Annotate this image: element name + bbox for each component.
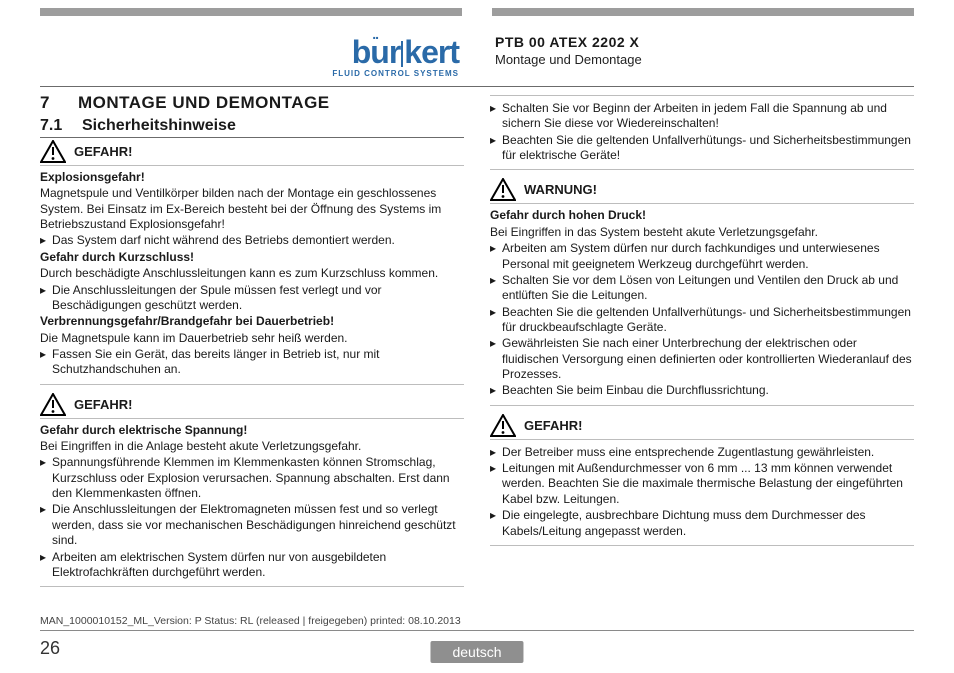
document-code: PTB 00 ATEX 2202 X xyxy=(495,34,914,50)
warning-block-pressure: Gefahr durch hohen Druck! Bei Eingriffen… xyxy=(490,203,914,405)
warnung-label: WARNUNG! xyxy=(490,178,914,201)
list-item: ▸Die Anschlussleitungen der Spule müssen… xyxy=(40,283,464,314)
arrow-icon: ▸ xyxy=(490,241,496,272)
list-item: ▸Arbeiten am System dürfen nur durch fac… xyxy=(490,241,914,272)
subsection-number: 7.1 xyxy=(40,117,62,135)
gefahr-text: GEFAHR! xyxy=(524,418,583,433)
danger-block-cont: ▸Schalten Sie vor Beginn der Arbeiten in… xyxy=(490,95,914,170)
arrow-icon: ▸ xyxy=(490,273,496,304)
text: Die Magnetspule kann im Dauerbetrieb seh… xyxy=(40,331,464,346)
list-item: ▸Die Anschlussleitungen der Elektromagne… xyxy=(40,502,464,548)
text: Bei Eingriffen in die Anlage besteht aku… xyxy=(40,439,464,454)
document-section: Montage und Demontage xyxy=(495,52,914,67)
arrow-icon: ▸ xyxy=(490,133,496,164)
arrow-icon: ▸ xyxy=(490,445,496,460)
heading-explosion: Explosionsgefahr! xyxy=(40,170,464,185)
right-column: ▸Schalten Sie vor Beginn der Arbeiten in… xyxy=(490,93,914,587)
gefahr-label-2: GEFAHR! xyxy=(40,393,464,416)
heading-pressure: Gefahr durch hohen Druck! xyxy=(490,208,914,223)
arrow-icon: ▸ xyxy=(40,502,46,548)
list-item: ▸Schalten Sie vor Beginn der Arbeiten in… xyxy=(490,101,914,132)
header-right: PTB 00 ATEX 2202 X Montage und Demontage xyxy=(491,34,914,67)
section-title: MONTAGE UND DEMONTAGE xyxy=(78,93,330,113)
language-tab: deutsch xyxy=(430,641,523,663)
warning-triangle-icon xyxy=(40,140,66,163)
heading-short-circuit: Gefahr durch Kurzschluss! xyxy=(40,250,464,265)
text: Bei Eingriffen in das System besteht aku… xyxy=(490,225,914,240)
gefahr-label-3: GEFAHR! xyxy=(490,414,914,437)
top-bar-right xyxy=(492,8,914,16)
arrow-icon: ▸ xyxy=(490,508,496,539)
section-heading: 7 MONTAGE UND DEMONTAGE xyxy=(40,93,464,113)
heading-burn: Verbrennungsgefahr/Brandgefahr bei Dauer… xyxy=(40,314,464,329)
text: Magnetspule und Ventilkörper bilden nach… xyxy=(40,186,464,232)
arrow-icon: ▸ xyxy=(490,336,496,382)
subsection-heading: 7.1 Sicherheitshinweise xyxy=(40,117,464,138)
list-item: ▸Spannungsführende Klemmen im Klemmenkas… xyxy=(40,455,464,501)
arrow-icon: ▸ xyxy=(490,461,496,507)
page: b..urkert FLUID CONTROL SYSTEMS PTB 00 A… xyxy=(0,0,954,673)
list-item: ▸Arbeiten am elektrischen System dürfen … xyxy=(40,550,464,581)
gefahr-text: GEFAHR! xyxy=(74,397,133,412)
warning-triangle-icon xyxy=(40,393,66,416)
heading-voltage: Gefahr durch elektrische Spannung! xyxy=(40,423,464,438)
list-item: ▸Beachten Sie die geltenden Unfallverhüt… xyxy=(490,305,914,336)
arrow-icon: ▸ xyxy=(490,305,496,336)
arrow-icon: ▸ xyxy=(490,101,496,132)
arrow-icon: ▸ xyxy=(490,383,496,398)
list-item: ▸Leitungen mit Außendurchmesser von 6 mm… xyxy=(490,461,914,507)
text: Durch beschädigte Anschlussleitungen kan… xyxy=(40,266,464,281)
list-item: ▸Die eingelegte, ausbrechbare Dichtung m… xyxy=(490,508,914,539)
arrow-icon: ▸ xyxy=(40,233,46,248)
list-item: ▸Beachten Sie beim Einbau die Durchfluss… xyxy=(490,383,914,398)
warnung-text: WARNUNG! xyxy=(524,182,597,197)
arrow-icon: ▸ xyxy=(40,283,46,314)
content-columns: 7 MONTAGE UND DEMONTAGE 7.1 Sicherheitsh… xyxy=(40,93,914,587)
list-item: ▸Der Betreiber muss eine entsprechende Z… xyxy=(490,445,914,460)
list-item: ▸Beachten Sie die geltenden Unfallverhüt… xyxy=(490,133,914,164)
list-item: ▸Schalten Sie vor dem Lösen von Leitunge… xyxy=(490,273,914,304)
brand-tagline: FLUID CONTROL SYSTEMS xyxy=(332,69,459,78)
footer-meta: MAN_1000010152_ML_Version: P Status: RL … xyxy=(40,615,461,627)
warning-triangle-icon xyxy=(490,178,516,201)
left-column: 7 MONTAGE UND DEMONTAGE 7.1 Sicherheitsh… xyxy=(40,93,464,587)
logo-block: b..urkert FLUID CONTROL SYSTEMS xyxy=(40,34,463,78)
top-bar-left xyxy=(40,8,462,16)
gefahr-label-1: GEFAHR! xyxy=(40,140,464,163)
arrow-icon: ▸ xyxy=(40,455,46,501)
footer-rule xyxy=(40,630,914,631)
list-item: ▸Das System darf nicht während des Betri… xyxy=(40,233,464,248)
arrow-icon: ▸ xyxy=(40,347,46,378)
danger-block-strain: ▸Der Betreiber muss eine entsprechende Z… xyxy=(490,439,914,546)
subsection-title: Sicherheitshinweise xyxy=(82,117,236,135)
arrow-icon: ▸ xyxy=(40,550,46,581)
top-accent-bars xyxy=(40,8,914,16)
section-number: 7 xyxy=(40,93,58,113)
page-number: 26 xyxy=(40,638,60,659)
danger-block-explosion: Explosionsgefahr! Magnetspule und Ventil… xyxy=(40,165,464,385)
brand-logo: b..urkert xyxy=(352,34,459,71)
gefahr-text: GEFAHR! xyxy=(74,144,133,159)
warning-triangle-icon xyxy=(490,414,516,437)
list-item: ▸Fassen Sie ein Gerät, das bereits länge… xyxy=(40,347,464,378)
danger-block-voltage: Gefahr durch elektrische Spannung! Bei E… xyxy=(40,418,464,588)
list-item: ▸Gewährleisten Sie nach einer Unterbrech… xyxy=(490,336,914,382)
header-rule xyxy=(40,86,914,87)
brand-name: b..urkert xyxy=(352,34,459,71)
